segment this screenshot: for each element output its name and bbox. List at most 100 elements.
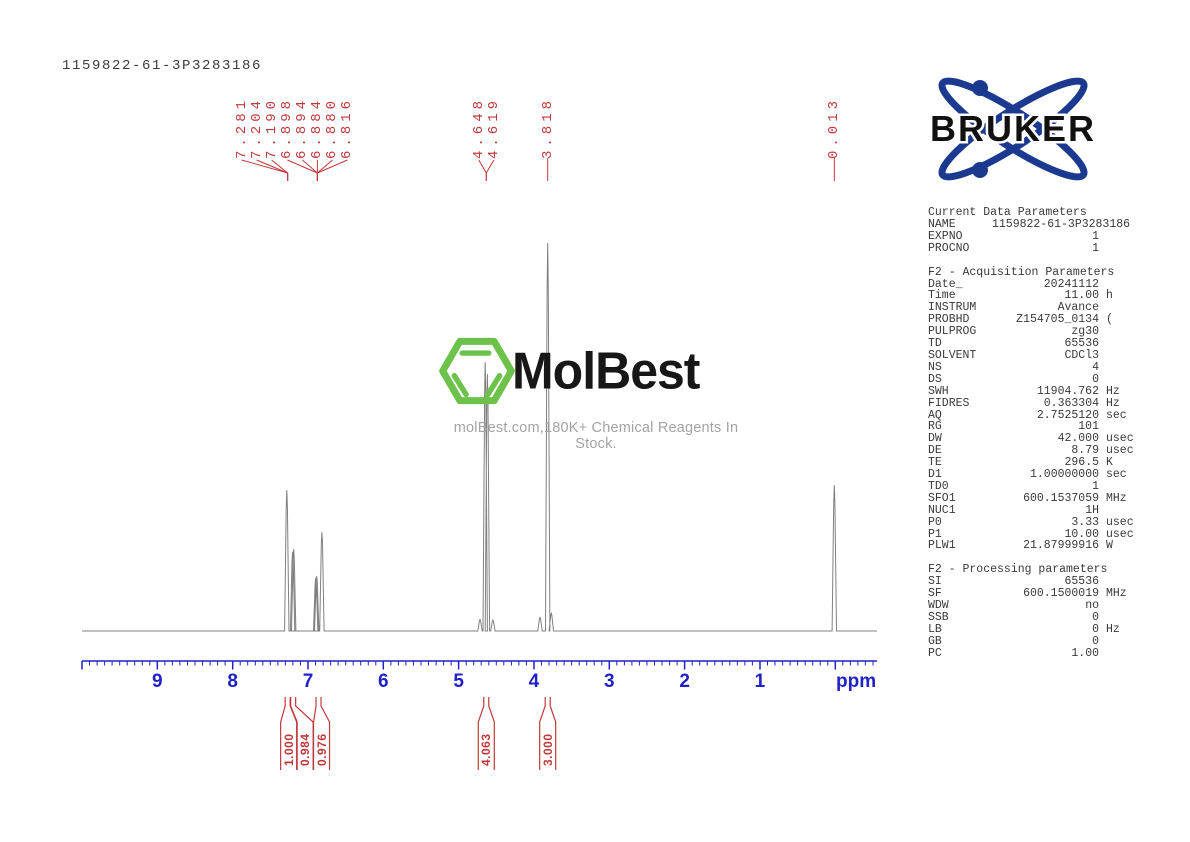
parameter-unit: [1099, 374, 1142, 386]
peak-shift-value: 6.816: [339, 96, 356, 159]
parameter-section-title: F2 - Acquisition Parameters: [928, 265, 1115, 279]
peak-leader-line: [485, 159, 495, 181]
parameter-value: 8.79: [1071, 444, 1099, 458]
parameter-section-title: F2 - Processing parameters: [928, 563, 1108, 577]
parameter-key: LB: [928, 622, 942, 636]
parameter-key: DS: [928, 372, 942, 386]
benzene-hexagon-icon: [439, 337, 515, 405]
integral-bracket: [290, 697, 298, 770]
parameter-row: PROCNO 1: [928, 241, 1142, 255]
peak-shift-value: 4.619: [485, 96, 502, 159]
parameter-row: WDW no: [928, 600, 1142, 612]
peak-leader-line: [316, 159, 348, 181]
bruker-logo-text: BRUKER: [930, 108, 1096, 149]
parameter-value: 0: [1092, 622, 1099, 636]
parameter-key: Time: [928, 289, 956, 303]
peak-shift-value: 7.204: [248, 96, 265, 159]
parameter-key: AQ: [928, 408, 942, 422]
parameter-value: 600.1500019: [1023, 587, 1099, 601]
parameter-unit: usec: [1106, 444, 1134, 458]
parameter-key: PROCNO: [928, 241, 970, 255]
parameter-key: Date_: [928, 277, 963, 291]
sample-id-title: 1159822-61-3P3283186: [62, 58, 263, 74]
parameter-unit: (: [1106, 313, 1113, 327]
parameter-value: 42.000: [1057, 432, 1099, 446]
parameter-value: 11.00: [1064, 289, 1099, 303]
parameter-row: PROBHD Z154705_0134 (: [928, 314, 1142, 326]
parameter-row: DW 42.000 usec: [928, 433, 1142, 445]
parameter-row: INSTRUM Avance: [928, 302, 1142, 314]
parameter-value: 0: [1092, 634, 1099, 648]
parameter-row: P1 10.00 usec: [928, 527, 1142, 541]
parameter-value: 1159822-61-3P3283186: [992, 217, 1131, 231]
integral-bracket: [488, 697, 495, 770]
parameter-value: 1.00: [1071, 646, 1099, 660]
parameter-row: GB 0: [928, 634, 1142, 648]
x-axis-tick-label-6: 6: [378, 671, 389, 692]
parameter-row: Date_ 20241112: [928, 277, 1142, 291]
parameter-key: WDW: [928, 599, 949, 613]
parameter-unit: [1099, 600, 1142, 612]
parameter-row: EXPNO 1: [928, 229, 1142, 243]
molbest-tagline: molBest.com,180K+ Chemical Reagents In S…: [453, 420, 739, 452]
peak-shift-value: 6.898: [279, 96, 296, 159]
parameter-value: 0.363304: [1043, 396, 1099, 410]
parameter-value: 65536: [1064, 575, 1099, 589]
parameter-value: zg30: [1071, 325, 1099, 339]
parameter-unit: W: [1106, 539, 1113, 553]
parameter-value: 101: [1078, 420, 1099, 434]
parameter-key: NS: [928, 360, 942, 374]
parameter-unit: Hz: [1106, 396, 1120, 410]
parameter-value: 1H: [1085, 503, 1099, 517]
parameter-key: TD0: [928, 479, 949, 493]
integral-bracket: [320, 697, 331, 770]
parameter-row: SFO1 600.1537059 MHz: [928, 491, 1142, 505]
parameter-key: SF: [928, 587, 942, 601]
parameter-unit: MHz: [1106, 491, 1127, 505]
parameter-unit: [1099, 243, 1142, 255]
integral-bracket: [280, 697, 286, 770]
parameter-row: SSB 0: [928, 612, 1142, 624]
integral-value: 1.000: [281, 733, 296, 766]
parameter-key: INSTRUM: [928, 301, 977, 315]
parameter-key: TD: [928, 337, 942, 351]
parameter-row: DE 8.79 usec: [928, 445, 1142, 457]
parameter-key: P1: [928, 527, 942, 541]
parameter-section-title: Current Data Parameters: [928, 206, 1087, 219]
x-axis-tick-label-7: 7: [302, 671, 314, 692]
parameter-unit: [1130, 219, 1173, 231]
molbest-logo-text: MolBest: [512, 341, 700, 401]
parameter-unit: Hz: [1106, 384, 1120, 398]
integral-bracket: [477, 697, 485, 770]
parameter-key: RG: [928, 420, 942, 434]
bruker-logo-icon: BRUKER: [927, 77, 1097, 181]
bruker-dot-top: [972, 80, 988, 96]
bruker-dot-bottom: [972, 162, 988, 178]
parameter-unit: usec: [1106, 515, 1134, 529]
nmr-spectrum-trace: [82, 242, 877, 632]
peak-shift-value: 7.281: [233, 96, 250, 159]
parameter-key: NAME: [928, 217, 956, 231]
parameter-key: SFO1: [928, 491, 956, 505]
parameter-row: AQ 2.7525120 sec: [928, 408, 1142, 422]
parameter-row: LB 0 Hz: [928, 624, 1142, 636]
integral-value: 0.984: [298, 733, 313, 766]
parameter-row: TE 296.5 K: [928, 457, 1142, 469]
parameter-row: P0 3.33 usec: [928, 515, 1142, 529]
parameter-row: TD0 1: [928, 481, 1142, 493]
parameter-unit: MHz: [1106, 587, 1127, 601]
parameter-key: SOLVENT: [928, 348, 977, 362]
parameter-value: 3.33: [1071, 515, 1099, 529]
parameter-key: PULPROG: [928, 325, 977, 339]
parameter-key: PROBHD: [928, 313, 970, 327]
parameter-key: DE: [928, 444, 942, 458]
parameter-row: NUC1 1H: [928, 503, 1142, 517]
parameter-value: 1: [1092, 229, 1099, 243]
peak-shift-value: 0.013: [826, 96, 843, 159]
parameter-row: SOLVENT CDCl3: [928, 350, 1142, 362]
parameter-key: FIDRES: [928, 396, 970, 410]
parameter-unit: [1099, 231, 1142, 243]
parameter-value: no: [1085, 599, 1099, 613]
bruker-logo: BRUKER: [918, 72, 1108, 188]
parameter-key: NUC1: [928, 503, 956, 517]
